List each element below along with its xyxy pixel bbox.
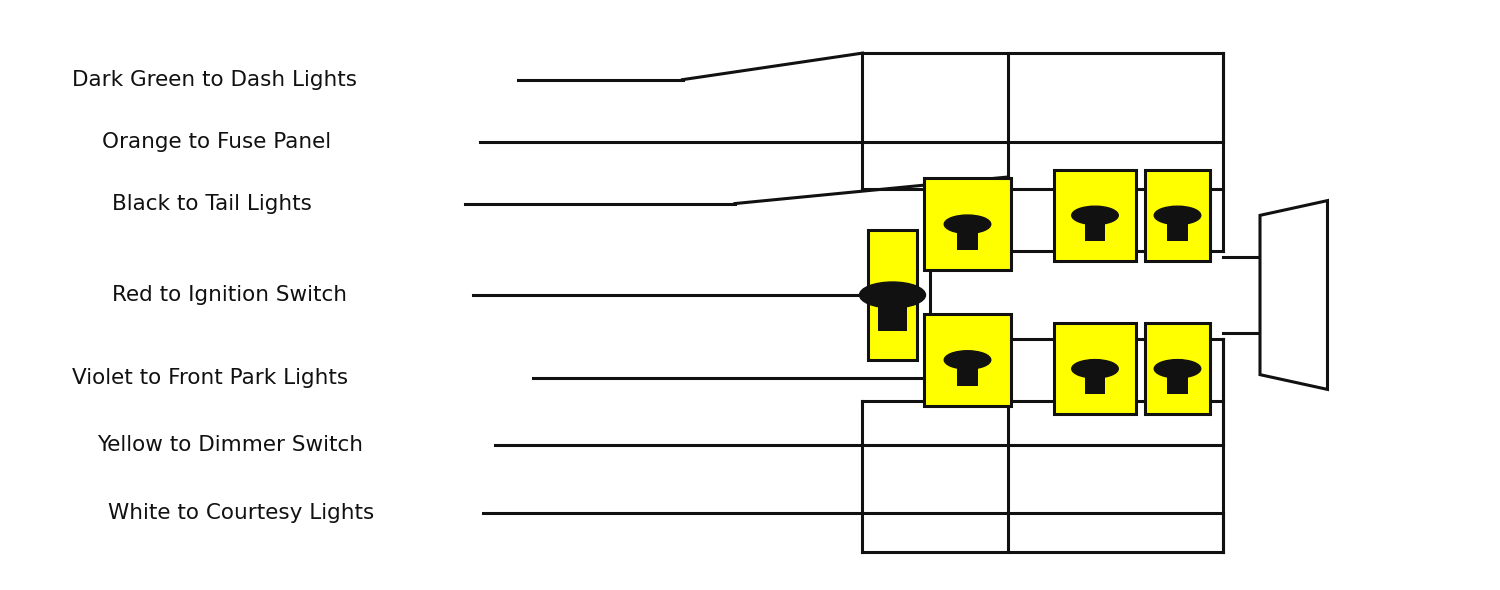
- Text: Yellow to Dimmer Switch: Yellow to Dimmer Switch: [98, 435, 363, 455]
- Bar: [924, 179, 1011, 270]
- Circle shape: [1071, 206, 1118, 225]
- Polygon shape: [1260, 201, 1328, 389]
- Bar: [1146, 170, 1209, 261]
- Circle shape: [1071, 359, 1118, 378]
- Bar: [957, 224, 978, 250]
- Circle shape: [1155, 359, 1200, 378]
- Bar: [957, 360, 978, 385]
- Text: Red to Ignition Switch: Red to Ignition Switch: [112, 285, 348, 305]
- Bar: [1053, 170, 1137, 261]
- Bar: [924, 314, 1011, 406]
- Bar: [1084, 215, 1106, 241]
- Text: White to Courtesy Lights: White to Courtesy Lights: [108, 503, 375, 523]
- Bar: [1167, 369, 1188, 394]
- Text: Violet to Front Park Lights: Violet to Front Park Lights: [72, 368, 348, 388]
- Circle shape: [1155, 206, 1200, 225]
- Bar: [867, 230, 916, 360]
- Bar: [1084, 369, 1106, 394]
- Bar: [1167, 215, 1188, 241]
- Bar: [1053, 323, 1137, 414]
- Text: Dark Green to Dash Lights: Dark Green to Dash Lights: [72, 70, 357, 90]
- Text: Orange to Fuse Panel: Orange to Fuse Panel: [102, 132, 332, 152]
- Circle shape: [945, 350, 990, 369]
- Circle shape: [945, 215, 990, 234]
- Text: Black to Tail Lights: Black to Tail Lights: [112, 194, 312, 214]
- Bar: [1146, 323, 1209, 414]
- Circle shape: [859, 282, 926, 308]
- Bar: [878, 295, 908, 332]
